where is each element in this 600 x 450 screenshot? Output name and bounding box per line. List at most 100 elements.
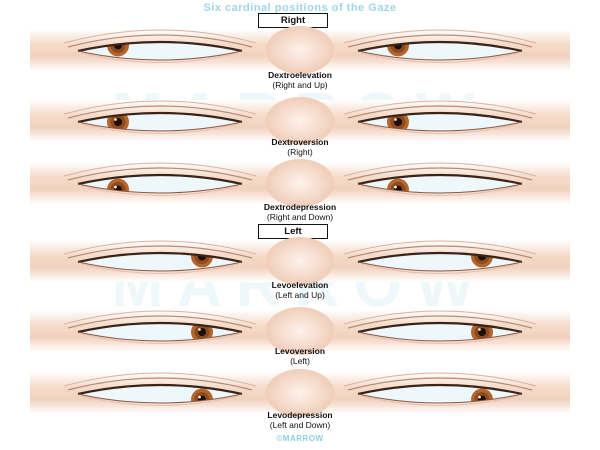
upper-lid — [77, 321, 243, 334]
lower-lid-fold — [81, 123, 239, 134]
lower-lid — [357, 331, 523, 342]
nose-bridge — [266, 369, 334, 417]
copyright-mark: ©MARROW — [276, 434, 324, 443]
eye-pair-levodepression — [0, 368, 600, 418]
brow-line — [63, 240, 257, 255]
nose-bridge — [266, 237, 334, 285]
brow-line — [63, 310, 257, 325]
eyelid-crease — [347, 105, 533, 119]
lower-lid — [77, 261, 243, 272]
nose-bridge — [266, 26, 334, 74]
catchlight — [394, 185, 397, 189]
lower-lid-fold — [81, 52, 239, 63]
gaze-name: Dextroelevation — [268, 70, 332, 80]
brow-line — [343, 162, 537, 177]
lower-lid-fold — [361, 123, 519, 134]
brow-line — [343, 310, 537, 325]
gaze-description: (Right and Down) — [266, 212, 334, 222]
gaze-name: Dextrodepression — [263, 202, 337, 212]
lower-lid — [77, 393, 243, 404]
upper-lid — [357, 251, 523, 264]
caption-levodepression: Levodepression (Left and Down) — [0, 410, 600, 430]
upper-lid — [77, 383, 243, 396]
catchlight — [394, 118, 397, 121]
catchlight — [198, 328, 201, 331]
eye-pair-levoversion — [0, 306, 600, 356]
eyelid-crease — [347, 167, 533, 181]
gaze-name: Dextroversion — [271, 137, 329, 147]
gaze-name: Levoelevation — [271, 280, 329, 290]
eye-pair-dextrodepression — [0, 158, 600, 208]
upper-lid — [357, 321, 523, 334]
brow-line — [63, 162, 257, 177]
brow-line — [63, 29, 257, 44]
lower-lid-fold — [361, 52, 519, 63]
lower-lid-fold — [81, 333, 239, 344]
catchlight — [114, 185, 117, 189]
lower-lid — [77, 331, 243, 342]
gaze-name: Levoversion — [274, 346, 326, 356]
lower-lid — [77, 121, 243, 132]
upper-lid — [357, 40, 523, 53]
eyelid-crease — [347, 34, 533, 48]
eyelid-crease — [347, 315, 533, 329]
brow-line — [343, 100, 537, 115]
eyelid-crease — [67, 105, 253, 119]
lower-lid-fold — [81, 395, 239, 406]
gaze-description: (Left) — [290, 356, 310, 366]
catchlight — [114, 118, 117, 121]
eyelid-crease — [67, 167, 253, 181]
catchlight — [198, 395, 201, 399]
lower-lid — [357, 183, 523, 194]
brow-line — [343, 29, 537, 44]
lower-lid — [357, 261, 523, 272]
gaze-description: (Left and Down) — [269, 420, 331, 430]
upper-lid — [77, 251, 243, 264]
caption-dextroversion: Dextroversion (Right) — [0, 137, 600, 157]
eye-pair-dextroelevation — [0, 25, 600, 75]
eyelid-crease — [67, 34, 253, 48]
lower-lid — [77, 50, 243, 61]
eye-pair-levoelevation — [0, 236, 600, 286]
lower-lid-fold — [81, 263, 239, 274]
lower-lid — [77, 183, 243, 194]
upper-lid — [357, 173, 523, 186]
lower-lid-fold — [361, 395, 519, 406]
eyelid-crease — [347, 377, 533, 391]
catchlight — [478, 328, 481, 331]
lower-lid — [357, 393, 523, 404]
lower-lid — [357, 121, 523, 132]
upper-lid — [77, 173, 243, 186]
nose-bridge — [266, 307, 334, 355]
gaze-description: (Right and Up) — [272, 80, 328, 90]
eyelid-crease — [67, 315, 253, 329]
caption-dextrodepression: Dextrodepression (Right and Down) — [0, 202, 600, 222]
brow-line — [343, 372, 537, 387]
nose-bridge — [266, 97, 334, 145]
gaze-description: (Right) — [287, 147, 313, 157]
upper-lid — [357, 111, 523, 124]
eyelid-crease — [67, 245, 253, 259]
lower-lid — [357, 50, 523, 61]
lower-lid-fold — [361, 263, 519, 274]
caption-dextroelevation: Dextroelevation (Right and Up) — [0, 70, 600, 90]
lower-lid-fold — [81, 185, 239, 196]
lower-lid-fold — [361, 333, 519, 344]
eyelid-crease — [67, 377, 253, 391]
catchlight — [478, 395, 481, 399]
brow-line — [343, 240, 537, 255]
upper-lid — [357, 383, 523, 396]
caption-levoversion: Levoversion (Left) — [0, 346, 600, 366]
brow-line — [63, 372, 257, 387]
eyelid-crease — [347, 245, 533, 259]
lower-lid-fold — [361, 185, 519, 196]
upper-lid — [77, 111, 243, 124]
diagram-title: Six cardinal positions of the Gaze — [203, 2, 397, 14]
eye-pair-dextroversion — [0, 96, 600, 146]
gaze-description: (Left and Up) — [275, 290, 325, 300]
brow-line — [63, 100, 257, 115]
nose-bridge — [266, 159, 334, 207]
caption-levoelevation: Levoelevation (Left and Up) — [0, 280, 600, 300]
upper-lid — [77, 40, 243, 53]
